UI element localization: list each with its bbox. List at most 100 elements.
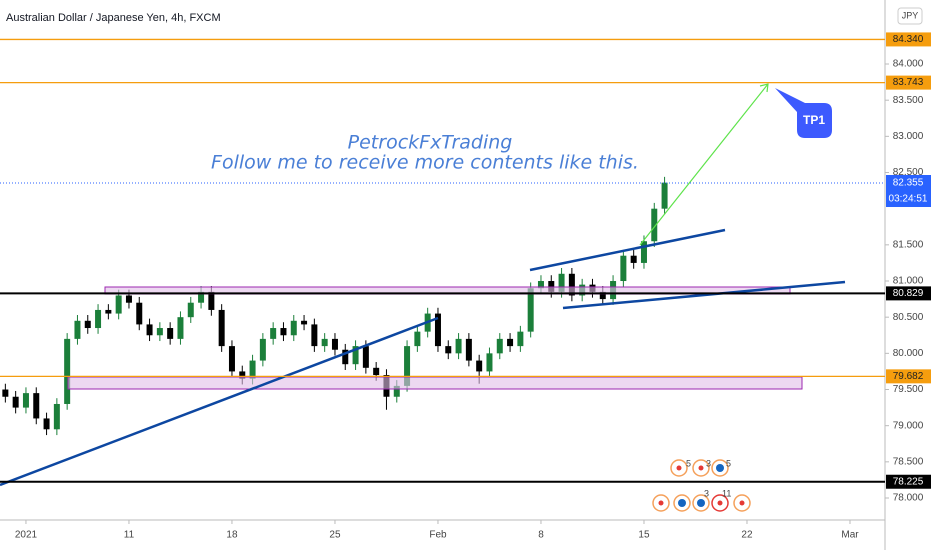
target-label: TP1 [803,113,825,127]
candle-body [33,393,40,419]
x-tick-label: 11 [124,530,135,541]
x-tick-label: 18 [226,530,238,541]
last-price-label: 82.355 [893,178,924,189]
event-dot [716,464,724,472]
candle-body [177,317,184,339]
candle-body [228,346,235,372]
candle-body [84,320,91,329]
candle-body [558,273,565,292]
candle-body [270,328,277,339]
event-dot [678,499,686,507]
y-tick-label: 81.000 [893,276,924,287]
candle-body [167,328,174,339]
candle-body [507,338,514,347]
event-dot [658,500,664,506]
candle-body [445,346,452,354]
event-count: 11 [722,488,731,498]
event-dot [698,465,704,471]
candle-body [404,346,411,386]
event-count: 5 [686,458,691,468]
candle-body [64,338,71,404]
candle-body [455,338,462,354]
projection-line [639,83,769,246]
level-label-box [886,75,931,90]
candle-body [105,309,112,314]
arrow-head [759,83,769,93]
candle-body [620,255,627,282]
currency-box[interactable] [897,7,923,25]
candle-body [393,385,400,397]
candle-body [661,182,668,209]
candle-body [486,353,493,372]
event-dot [697,499,705,507]
candle-body [537,281,544,289]
y-tick-label: 79.000 [893,420,924,431]
candle-body [2,389,9,397]
candle-body [630,255,637,263]
level-label: 78.225 [893,476,924,487]
candle-body [434,313,441,347]
candle-body [311,324,318,347]
candle-body [496,338,503,354]
candle-body [74,320,81,339]
event-dot [739,500,745,506]
trend-line [0,316,439,487]
candle-body [125,295,132,303]
candle-body [198,291,205,303]
watermark: Follow me to receive more contents like … [211,152,639,174]
last-price-box [886,175,931,208]
level-label-box [886,369,931,384]
candle-body [527,288,534,332]
candle-body [136,302,143,325]
currency[interactable]: JPY [902,10,919,20]
candle-body [321,338,328,347]
level-label: 84.340 [893,34,924,45]
candle-body [249,360,256,379]
candle-body [548,281,555,292]
y-tick-label: 80.500 [893,312,924,323]
plot-area [2,176,668,436]
candle-body [465,338,472,361]
watermark: PetrockFxTrading [348,132,513,154]
x-tick-label: 22 [741,530,753,541]
target-callout [775,88,832,138]
candle-body [331,338,338,350]
y-tick-label: 78.000 [893,493,924,504]
candle-body [517,331,524,347]
event-dot [717,500,723,506]
candle-body [146,324,153,336]
candle-body [362,346,369,368]
candle-body [568,273,575,296]
candle-body [43,418,50,430]
candle-body [280,328,287,336]
event-dot [676,465,682,471]
level-label: 79.682 [893,371,924,382]
candle-body [156,328,163,336]
candle-body [53,403,60,430]
candle-body [651,208,658,242]
candle-body [239,371,246,379]
candle-body [342,349,349,365]
x-tick-label: 2021 [15,530,38,541]
events: 5 3 5 3 11 [652,458,751,512]
candle-body [95,309,102,329]
candle-body [218,309,225,347]
candle-body [290,320,297,336]
x-tick-label: Feb [429,530,447,541]
y-tick-label: 82.500 [893,167,924,178]
trend-line [529,228,726,272]
candle-body [301,320,308,325]
candle-body [476,360,483,372]
y-tick-label: 83.500 [893,95,924,106]
y-tick-label: 79.500 [893,384,924,395]
event-count: 3 [706,458,711,468]
x-tick-label: Mar [841,530,859,541]
candle-body [414,331,421,347]
level-label-box [886,286,931,301]
y-tick-label: 81.500 [893,239,924,250]
countdown: 03:24:51 [889,194,928,205]
candle-body [187,302,194,318]
level-label: 80.829 [893,288,924,299]
y-tick-label: 83.000 [893,131,924,142]
candle-body [115,295,122,314]
